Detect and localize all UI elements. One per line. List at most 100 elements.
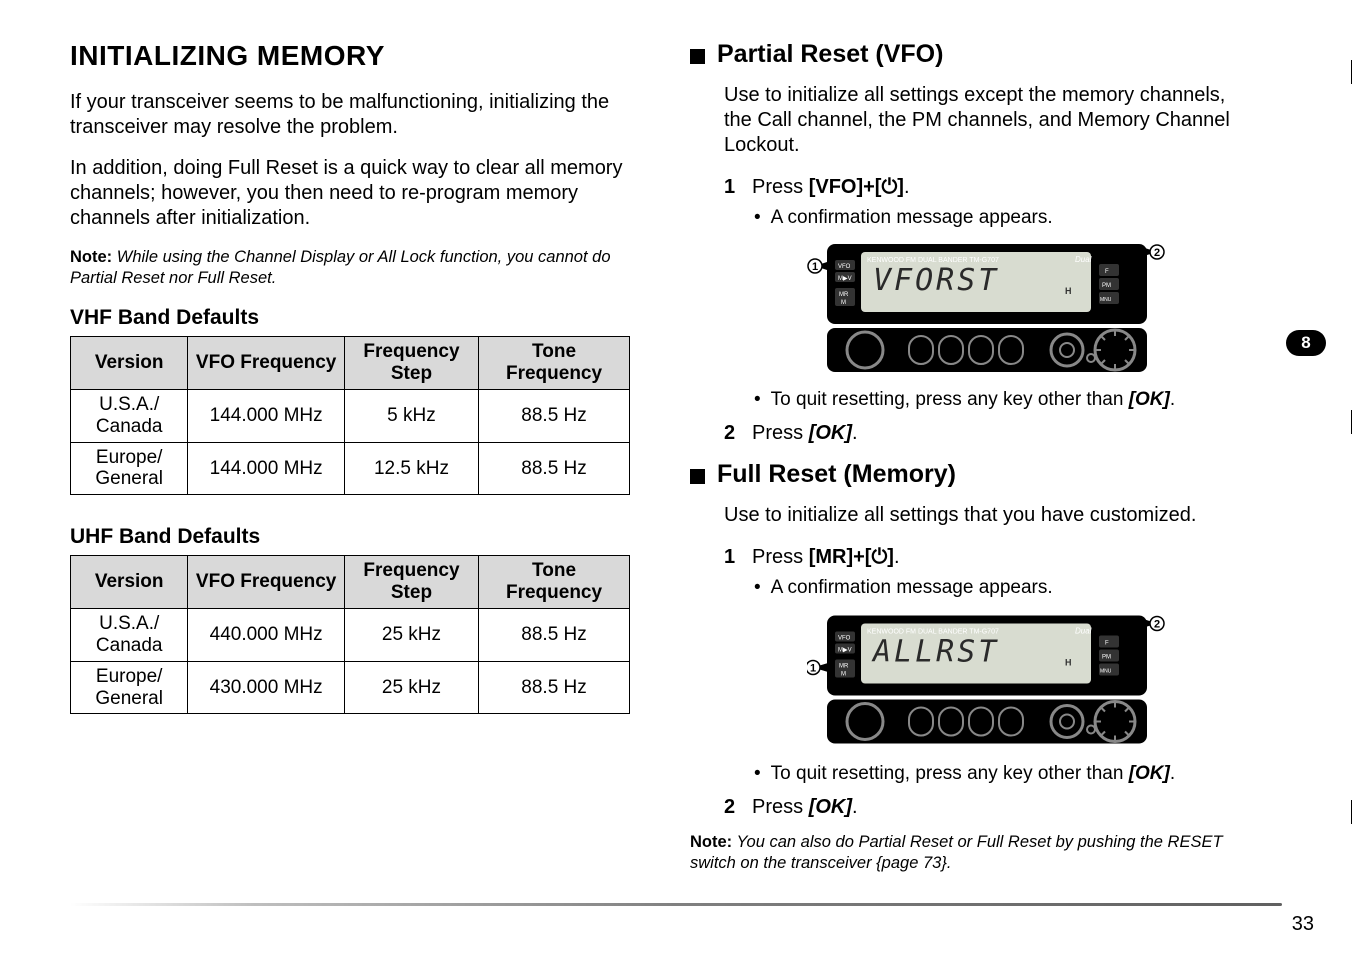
bullet-dot-icon: • (754, 762, 761, 786)
step-text: Press [VFO]+[⏻]. (752, 174, 910, 200)
cell-vfo: 440.000 MHz (188, 609, 345, 662)
step-number: 1 (724, 174, 738, 200)
table-row: U.S.A./Canada 440.000 MHz 25 kHz 88.5 Hz (71, 609, 630, 662)
svg-text:M: M (841, 300, 846, 306)
svg-text:Dual: Dual (1075, 627, 1092, 636)
cell-vfo: 144.000 MHz (188, 389, 345, 442)
cell-tone: 88.5 Hz (479, 661, 630, 714)
svg-text:H: H (1065, 286, 1072, 296)
sub-bullet-quit: • To quit resetting, press any key other… (754, 388, 1250, 412)
cell-version: U.S.A./Canada (71, 389, 188, 442)
bottom-note: Note: You can also do Partial Reset or F… (690, 832, 1250, 873)
step-2-partial: 2 Press [OK]. (724, 420, 1250, 446)
cell-tone: 88.5 Hz (479, 389, 630, 442)
note-label: Note: (690, 833, 732, 851)
partial-reset-heading: Partial Reset (VFO) (717, 40, 943, 69)
svg-text:1: 1 (810, 663, 816, 675)
note-label: Note: (70, 248, 112, 266)
svg-text:M: M (841, 672, 846, 678)
sub-bullet-text: A confirmation message appears. (771, 206, 1053, 230)
step-2-full: 2 Press [OK]. (724, 794, 1250, 820)
table-row: Europe/General 144.000 MHz 12.5 kHz 88.5… (71, 442, 630, 495)
svg-text:F: F (1105, 269, 1109, 275)
cell-version: Europe/General (71, 442, 188, 495)
svg-text:M▶V: M▶V (838, 276, 852, 282)
intro-para-1: If your transceiver seems to be malfunct… (70, 90, 630, 140)
svg-text:F: F (1105, 641, 1109, 647)
sub-bullet-confirmation: • A confirmation message appears. (754, 206, 1250, 230)
note-partial-full-reset: Note: While using the Channel Display or… (70, 247, 630, 288)
svg-text:M▶V: M▶V (838, 648, 852, 654)
cell-tone: 88.5 Hz (479, 609, 630, 662)
svg-text:VFORST: VFORST (873, 263, 999, 298)
svg-text:MR: MR (839, 664, 849, 670)
table-header-row: Version VFO Frequency FrequencyStep Tone… (71, 337, 630, 390)
vhf-defaults-heading: VHF Band Defaults (70, 306, 630, 330)
svg-text:VFO: VFO (838, 636, 851, 642)
heading-initializing-memory: INITIALIZING MEMORY (70, 40, 630, 72)
svg-text:Dual: Dual (1075, 255, 1092, 264)
col-frequency-step: FrequencyStep (344, 337, 478, 390)
col-frequency-step: FrequencyStep (344, 556, 478, 609)
svg-text:PM: PM (1102, 655, 1111, 661)
sub-bullet-quit: • To quit resetting, press any key other… (754, 762, 1250, 786)
cell-step: 25 kHz (344, 609, 478, 662)
left-column: INITIALIZING MEMORY If your transceiver … (70, 40, 630, 891)
full-reset-desc: Use to initialize all settings that you … (724, 503, 1250, 528)
chapter-badge: 8 (1286, 330, 1326, 356)
svg-text:MR: MR (839, 292, 849, 298)
col-tone-frequency: ToneFrequency (479, 337, 630, 390)
sub-bullet-text: To quit resetting, press any key other t… (771, 388, 1175, 412)
col-vfo-frequency: VFO Frequency (188, 337, 345, 390)
sub-bullet-confirmation: • A confirmation message appears. (754, 576, 1250, 600)
cell-version: Europe/General (71, 661, 188, 714)
uhf-defaults-table: Version VFO Frequency FrequencyStep Tone… (70, 555, 630, 714)
bullet-dot-icon: • (754, 206, 761, 230)
svg-text:MNU: MNU (1100, 669, 1112, 675)
cell-step: 12.5 kHz (344, 442, 478, 495)
step-text: Press [OK]. (752, 420, 858, 446)
svg-text:PM: PM (1102, 283, 1111, 289)
cell-version: U.S.A./Canada (71, 609, 188, 662)
step-number: 2 (724, 420, 738, 446)
svg-text:ALLRST: ALLRST (871, 635, 999, 670)
intro-para-2: In addition, doing Full Reset is a quick… (70, 156, 630, 231)
svg-text:2: 2 (1154, 619, 1160, 631)
sub-bullet-text: A confirmation message appears. (771, 576, 1053, 600)
cell-step: 25 kHz (344, 661, 478, 714)
bullet-dot-icon: • (754, 576, 761, 600)
svg-text:MNU: MNU (1100, 297, 1112, 303)
cell-tone: 88.5 Hz (479, 442, 630, 495)
square-bullet-icon (690, 49, 705, 64)
table-row: Europe/General 430.000 MHz 25 kHz 88.5 H… (71, 661, 630, 714)
note-body: You can also do Partial Reset or Full Re… (690, 833, 1223, 872)
full-reset-heading: Full Reset (Memory) (717, 460, 956, 489)
page-number: 33 (1292, 913, 1314, 936)
table-header-row: Version VFO Frequency FrequencyStep Tone… (71, 556, 630, 609)
step-text: Press [OK]. (752, 794, 858, 820)
svg-text:H: H (1065, 658, 1072, 668)
footer-rule (70, 903, 1282, 906)
step-1-partial: 1 Press [VFO]+[⏻]. (724, 174, 1250, 200)
square-bullet-icon (690, 469, 705, 484)
col-version: Version (71, 556, 188, 609)
table-row: U.S.A./Canada 144.000 MHz 5 kHz 88.5 Hz (71, 389, 630, 442)
sub-bullet-text: To quit resetting, press any key other t… (771, 762, 1175, 786)
col-vfo-frequency: VFO Frequency (188, 556, 345, 609)
vhf-defaults-table: Version VFO Frequency FrequencyStep Tone… (70, 336, 630, 495)
cell-vfo: 430.000 MHz (188, 661, 345, 714)
svg-text:VFO: VFO (838, 264, 851, 270)
step-1-full: 1 Press [MR]+[⏻]. (724, 544, 1250, 570)
uhf-defaults-heading: UHF Band Defaults (70, 525, 630, 549)
step-number: 2 (724, 794, 738, 820)
cell-step: 5 kHz (344, 389, 478, 442)
svg-text:1: 1 (812, 261, 818, 273)
step-text: Press [MR]+[⏻]. (752, 544, 900, 570)
section-full-reset: Full Reset (Memory) (690, 460, 1250, 489)
radio-illustration-allrst: KENWOOD FM DUAL BANDER TM-G707 Dual ALLR… (807, 607, 1167, 752)
col-tone-frequency: ToneFrequency (479, 556, 630, 609)
col-version: Version (71, 337, 188, 390)
cell-vfo: 144.000 MHz (188, 442, 345, 495)
step-number: 1 (724, 544, 738, 570)
section-partial-reset: Partial Reset (VFO) (690, 40, 1250, 69)
